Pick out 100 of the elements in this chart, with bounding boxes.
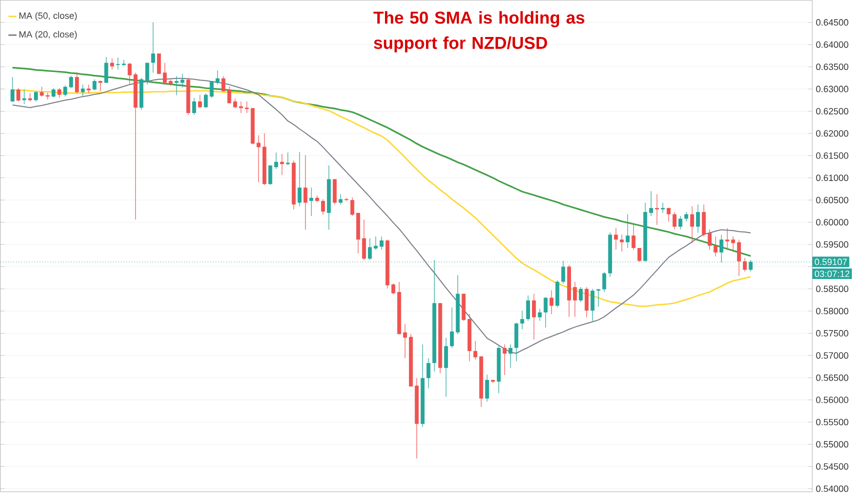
candlestick bbox=[538, 308, 542, 321]
candlestick bbox=[216, 70, 220, 85]
candlestick bbox=[690, 206, 694, 244]
candlestick bbox=[321, 198, 325, 215]
y-tick-label: 0.60500 bbox=[816, 196, 848, 204]
y-tick-label: 0.62000 bbox=[816, 130, 848, 137]
y-tick-label: 0.61500 bbox=[816, 152, 848, 159]
candlestick bbox=[10, 76, 14, 102]
candlestick bbox=[544, 296, 548, 328]
y-tick-label: 0.62500 bbox=[816, 108, 848, 114]
candlestick bbox=[632, 224, 636, 250]
candlestick bbox=[702, 204, 706, 237]
candlestick bbox=[338, 194, 343, 205]
y-tick-label: 0.54000 bbox=[816, 485, 848, 492]
candlestick bbox=[16, 88, 20, 102]
y-tick-label: 0.57500 bbox=[816, 330, 848, 336]
candlestick bbox=[473, 340, 478, 360]
candlestick bbox=[725, 228, 730, 250]
candlestick bbox=[268, 164, 272, 186]
candlestick bbox=[508, 344, 512, 368]
candlestick bbox=[520, 310, 524, 330]
candlestick bbox=[344, 197, 348, 202]
candlestick bbox=[444, 337, 448, 397]
candlestick bbox=[221, 76, 226, 92]
candlestick bbox=[649, 190, 654, 216]
candlestick bbox=[34, 90, 38, 102]
candlestick bbox=[584, 286, 589, 318]
candlestick bbox=[655, 194, 659, 226]
candlestick bbox=[116, 57, 120, 70]
candlestick bbox=[678, 216, 682, 230]
candlestick bbox=[244, 101, 249, 114]
candlestick bbox=[198, 94, 202, 108]
candlestick bbox=[450, 307, 454, 348]
text: 03:07:12 bbox=[814, 270, 850, 277]
candlestick bbox=[368, 238, 372, 260]
candlestick bbox=[614, 228, 618, 250]
candlestick bbox=[602, 272, 606, 292]
candlestick bbox=[92, 78, 96, 91]
candlestick bbox=[304, 154, 308, 230]
legend-label: MA (20, close) bbox=[19, 30, 77, 40]
candlestick bbox=[298, 152, 302, 206]
candlestick bbox=[110, 58, 114, 70]
candlestick bbox=[128, 62, 132, 85]
candlestick bbox=[380, 236, 384, 250]
candlestick bbox=[737, 239, 741, 276]
candlestick bbox=[286, 152, 290, 166]
candlestick bbox=[532, 293, 536, 340]
candlestick bbox=[708, 228, 712, 250]
candlestick bbox=[555, 280, 560, 308]
candlestick bbox=[485, 374, 489, 402]
y-tick-label: 0.63000 bbox=[816, 86, 848, 92]
candlestick bbox=[526, 295, 530, 321]
y-tick-label: 0.56500 bbox=[816, 374, 848, 381]
y-tick-label: 0.59500 bbox=[816, 241, 848, 248]
candlestick bbox=[660, 202, 665, 214]
candlestick bbox=[57, 88, 62, 98]
candlestick bbox=[742, 257, 747, 272]
y-tick-label: 0.56000 bbox=[816, 396, 848, 403]
candlestick bbox=[573, 281, 577, 317]
candlestick bbox=[590, 288, 594, 321]
y-tick-label: 0.55500 bbox=[816, 418, 848, 426]
candlestick bbox=[63, 85, 68, 97]
y-tick-label: 0.60000 bbox=[816, 218, 848, 226]
y-tick-label: 0.58000 bbox=[816, 308, 848, 314]
candlestick bbox=[714, 236, 718, 257]
annotation: The 50 SMA is holding as support for NZD/USD bbox=[373, 11, 584, 52]
candlestick bbox=[550, 290, 554, 314]
candlestick bbox=[274, 152, 278, 170]
y-tick-label: 0.57000 bbox=[816, 352, 848, 359]
candlestick bbox=[157, 53, 161, 74]
y-tick-label: 0.58500 bbox=[816, 285, 848, 292]
candlestick bbox=[502, 344, 507, 376]
candlestick bbox=[210, 80, 214, 98]
y-tick-label: 0.63500 bbox=[816, 63, 848, 70]
candlestick bbox=[256, 134, 260, 182]
candlestick bbox=[204, 93, 208, 108]
candlestick bbox=[391, 283, 396, 294]
candlestick bbox=[69, 75, 74, 88]
y-tick-label: 0.64500 bbox=[816, 19, 848, 26]
candlestick bbox=[362, 219, 366, 260]
candlestick bbox=[426, 358, 430, 388]
candlestick bbox=[626, 214, 630, 248]
candlestick bbox=[233, 98, 238, 108]
candlestick bbox=[332, 178, 337, 205]
candlestick bbox=[280, 153, 284, 176]
candlestick bbox=[637, 248, 642, 262]
candlestick bbox=[731, 236, 736, 252]
y-tick-label: 0.55000 bbox=[816, 440, 848, 448]
candlestick bbox=[98, 80, 102, 92]
y-tick-label: 0.61000 bbox=[816, 174, 848, 181]
candlestick bbox=[666, 207, 671, 222]
candlestick bbox=[180, 73, 184, 88]
candlestick bbox=[403, 323, 407, 358]
y-tick-label: 0.64000 bbox=[816, 41, 848, 48]
candlestick bbox=[696, 204, 700, 234]
y-tick-label: 0.54500 bbox=[816, 463, 848, 470]
candlestick bbox=[151, 22, 156, 73]
legend-label: MA (50, close) bbox=[19, 12, 77, 21]
candlestick bbox=[578, 286, 583, 302]
candlestick bbox=[52, 88, 56, 98]
